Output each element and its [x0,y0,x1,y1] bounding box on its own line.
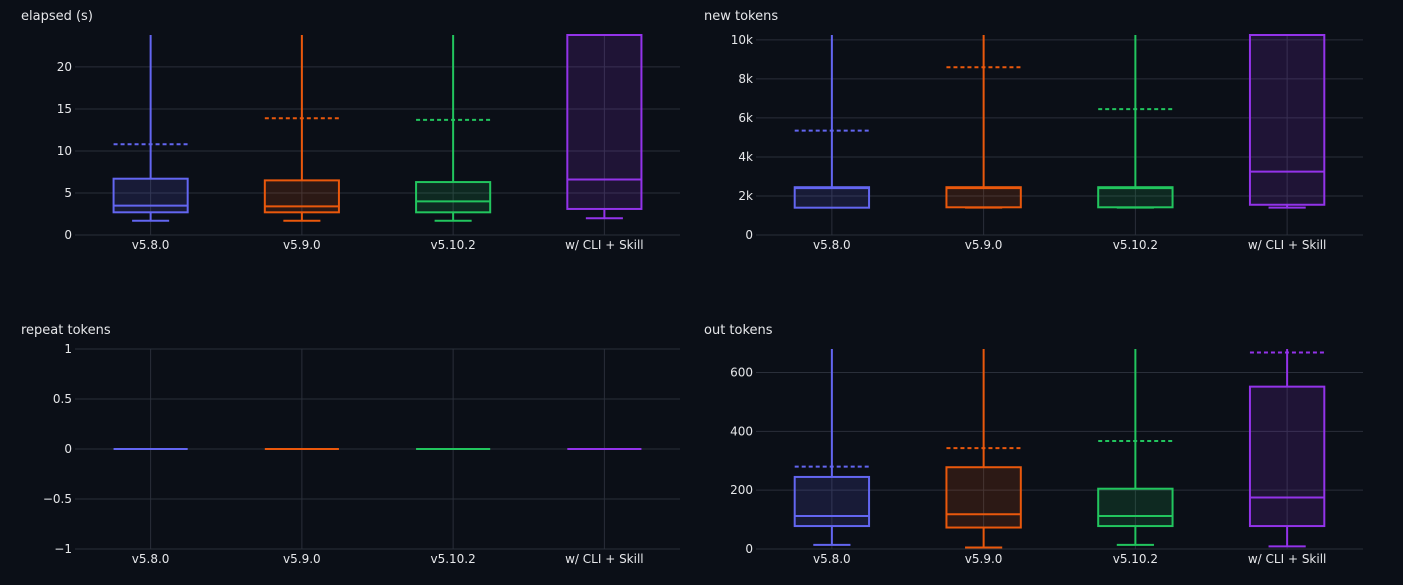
box-body [1248,34,1326,206]
y-tick-label: 1 [64,342,72,356]
y-tick-label: 10k [731,33,753,47]
x-tick-label: v5.10.2 [1113,552,1158,566]
y-tick-label: 8k [738,72,753,86]
y-tick-label: 0 [745,542,753,556]
box-body [566,34,643,210]
x-tick-label: v5.9.0 [283,238,321,252]
panel-title: repeat tokens [21,323,111,338]
y-tick-label: 0 [64,228,72,242]
y-tick-label: 200 [730,483,753,497]
box-4 [1248,34,1326,209]
x-tick-label: v5.9.0 [283,552,321,566]
box-2 [945,349,1022,549]
panel-title: elapsed (s) [21,9,93,24]
x-tick-label: v5.10.2 [430,238,475,252]
elapsed-panel: elapsed (s) 0 5 10 15 20 v5.8.0 v5.9.0 v5.10.2 w/… [21,9,680,252]
repeat-tokens-panel: repeat tokens −1 −0.5 0 0.5 1 v5.8.0 v5.9.0 v5.1… [21,323,680,566]
box-body [263,179,340,214]
y-tick-label: 15 [57,102,72,116]
x-tick-label: w/ CLI + Skill [565,238,644,252]
panel-title: new tokens [704,9,778,24]
y-tick-label: −1 [54,542,72,556]
panel-title: out tokens [704,323,773,338]
x-tick-label: w/ CLI + Skill [565,552,644,566]
box-4 [566,34,643,220]
y-tick-label: 20 [57,60,72,74]
y-tick-label: −0.5 [43,492,72,506]
y-tick-label: 5 [64,186,72,200]
box-2 [945,35,1022,209]
out-tokens-panel: out tokens 0 200 400 600 v5.8.0 v5.9.0 v5.10.2 w… [704,323,1363,566]
box-body [793,186,871,209]
box-4 [1248,349,1326,548]
x-tick-label: v5.8.0 [813,238,851,252]
box-1 [112,35,189,222]
x-tick-label: v5.8.0 [132,552,170,566]
box-1 [793,35,871,209]
box-body [112,177,189,214]
y-tick-label: 4k [738,150,753,164]
box-body [1097,186,1174,209]
y-tick-label: 2k [738,189,753,203]
y-tick-label: 400 [730,424,753,438]
box-body [945,186,1022,209]
y-tick-label: 6k [738,111,753,125]
box-body [945,466,1022,529]
box-body [415,181,492,214]
x-tick-label: w/ CLI + Skill [1248,552,1327,566]
y-tick-label: 10 [57,144,72,158]
x-tick-label: v5.10.2 [1113,238,1158,252]
box-body [793,475,871,528]
x-tick-label: v5.8.0 [132,238,170,252]
x-tick-label: v5.8.0 [813,552,851,566]
box-body [1248,385,1326,528]
y-tick-label: 0 [64,442,72,456]
x-tick-label: v5.9.0 [965,552,1003,566]
x-tick-label: w/ CLI + Skill [1248,238,1327,252]
box-3 [415,35,492,222]
y-tick-label: 600 [730,366,753,380]
box-1 [793,349,871,546]
y-tick-label: 0 [745,228,753,242]
box-3 [1097,35,1174,209]
x-tick-label: v5.9.0 [965,238,1003,252]
x-tick-label: v5.10.2 [430,552,475,566]
y-tick-label: 0.5 [53,392,72,406]
box-2 [263,35,340,222]
box-body [1097,487,1174,528]
new-tokens-panel: new tokens 0 2k 4k 6k 8k 10k v5.8.0 v5.9.0 v5.10.… [704,9,1363,252]
box-3 [1097,349,1174,546]
